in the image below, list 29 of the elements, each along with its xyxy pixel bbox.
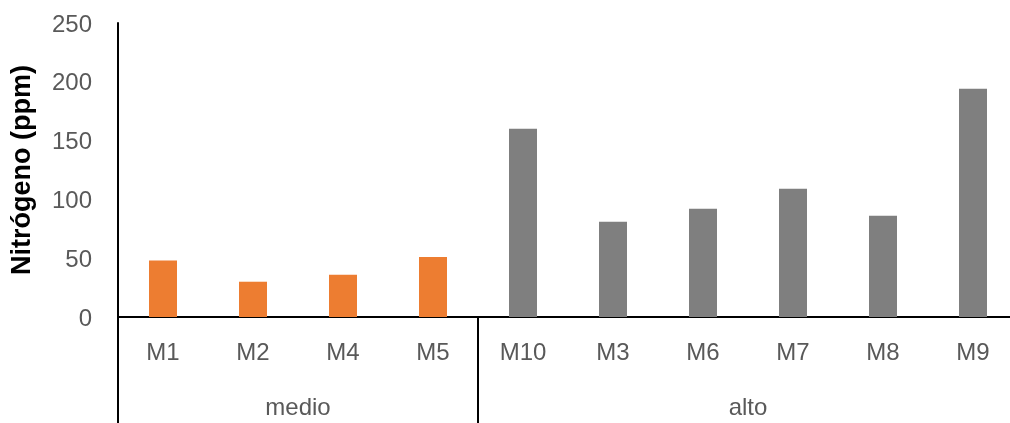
y-tick-label: 200	[51, 68, 92, 96]
bar	[869, 215, 897, 317]
x-tick-label: M10	[499, 337, 547, 365]
x-tick-label: M3	[596, 337, 630, 365]
x-tick-label: M6	[686, 337, 720, 365]
bar	[959, 88, 987, 317]
text: alto	[728, 392, 768, 420]
x-tick-label: M7	[776, 337, 810, 365]
x-tick-label: M4	[326, 337, 360, 365]
y-tick-label: 250	[51, 9, 92, 37]
text: medio	[265, 392, 331, 420]
y-tick-label: 50	[65, 244, 92, 272]
bar	[689, 208, 717, 317]
x-tick-label: M9	[956, 337, 990, 365]
y-tick-label: 150	[51, 127, 92, 155]
x-tick-label: M1	[146, 337, 180, 365]
y-tick-label: 0	[78, 303, 92, 331]
bar	[509, 128, 537, 317]
x-tick-label: M5	[416, 337, 450, 365]
bar	[419, 257, 447, 317]
y-tick-label: 100	[51, 185, 92, 213]
bar	[239, 281, 267, 317]
bar	[779, 188, 807, 317]
bar	[329, 274, 357, 317]
bar	[149, 260, 177, 317]
bar	[599, 221, 627, 317]
y-axis-title: Nitrógeno (ppm)	[5, 65, 36, 275]
x-tick-label: M8	[866, 337, 900, 365]
x-tick-label: M2	[236, 337, 270, 365]
